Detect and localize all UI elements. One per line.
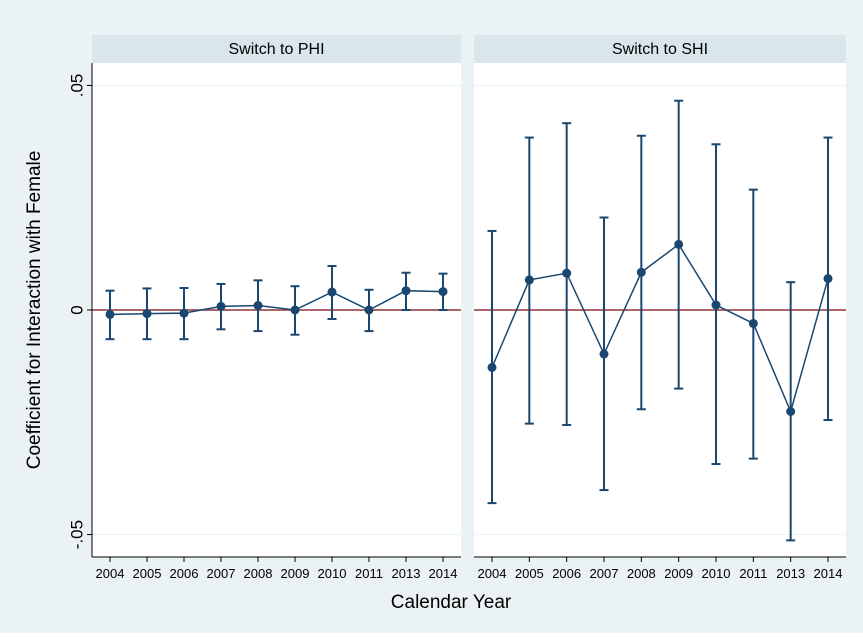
data-point — [487, 362, 497, 372]
data-point — [823, 274, 833, 284]
data-point — [364, 305, 374, 315]
panels-group: Switch to PHI 2004 2005 2006 2007 2008 2009 201… — [92, 35, 846, 581]
x-tick-label: 2008 — [244, 566, 273, 581]
x-tick-label: 2009 — [664, 566, 693, 581]
x-tick-label: 2005 — [515, 566, 544, 581]
x-tick-label: 2006 — [170, 566, 199, 581]
y-tick-label: -.05 — [67, 520, 86, 549]
x-tick-label: 2011 — [355, 566, 383, 581]
data-point — [599, 349, 609, 359]
data-point — [562, 268, 572, 278]
data-point — [748, 318, 758, 328]
x-tick-label: 2011 — [739, 566, 767, 581]
data-point — [711, 300, 721, 310]
data-point — [786, 406, 796, 416]
panel-strip — [92, 35, 461, 63]
y-axis-title: Coefficient for Interaction with Female — [24, 151, 45, 470]
x-tick-label: 2009 — [281, 566, 310, 581]
x-tick-label: 2007 — [590, 566, 619, 581]
panel-title: Switch to SHI — [612, 41, 708, 58]
x-tick-label: 2008 — [627, 566, 656, 581]
panel-strip — [474, 35, 846, 63]
data-point — [327, 287, 337, 297]
x-tick-label: 2014 — [429, 566, 458, 581]
data-point — [105, 309, 115, 319]
data-point — [401, 286, 411, 296]
data-point — [216, 301, 226, 311]
data-point — [179, 308, 189, 318]
data-point — [636, 267, 646, 277]
x-axis-title: Calendar Year — [391, 592, 512, 613]
x-tick-label: 2013 — [776, 566, 805, 581]
y-tick-label: .05 — [67, 74, 86, 98]
panel-1: Switch to PHI 2004 2005 2006 2007 2008 2009 201… — [92, 35, 461, 581]
x-tick-label: 2010 — [318, 566, 347, 581]
data-point — [674, 239, 684, 249]
series-line — [109, 289, 444, 316]
data-point — [142, 309, 152, 319]
data-point — [524, 275, 534, 285]
x-tick-label: 2007 — [207, 566, 236, 581]
x-tick-label: 2014 — [814, 566, 843, 581]
panel-title: Switch to PHI — [228, 41, 324, 58]
x-tick-label: 2006 — [552, 566, 581, 581]
data-point — [253, 301, 263, 311]
x-tick-label: 2010 — [702, 566, 731, 581]
x-tick-label: 2004 — [478, 566, 507, 581]
series-line — [491, 243, 829, 414]
panel-2: Switch to SHI 2004 2005 2006 2007 2008 2009 201… — [474, 35, 846, 581]
x-tick-label: 2004 — [96, 566, 125, 581]
y-axis: -.05 0 .05 — [67, 63, 93, 557]
y-tick-label: 0 — [67, 305, 86, 314]
data-point — [290, 305, 300, 315]
x-tick-label: 2005 — [133, 566, 162, 581]
x-tick-label: 2013 — [392, 566, 421, 581]
data-point — [438, 287, 448, 297]
